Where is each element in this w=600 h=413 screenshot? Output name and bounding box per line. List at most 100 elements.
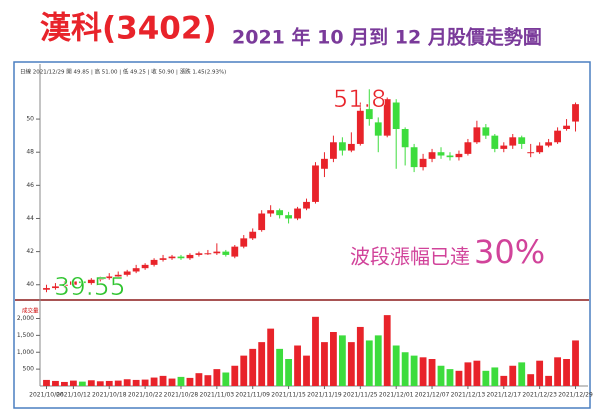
volume-bar [383, 315, 391, 386]
x-tick-label: 2021/11/03 [200, 392, 235, 399]
candle-body [554, 130, 561, 143]
x-tick-label: 2021/12/23 [522, 392, 557, 399]
volume-bar [401, 352, 409, 386]
volume-bar [105, 380, 113, 386]
x-tick-label: 2021/11/19 [307, 392, 342, 399]
candle-body [518, 137, 526, 144]
volume-bar [554, 357, 561, 386]
x-tick-label: 2021/12/01 [379, 392, 414, 399]
volume-bar [330, 332, 337, 386]
y-tick-label: 42 [26, 248, 34, 255]
volume-bar [536, 360, 544, 386]
volume-bar [231, 365, 239, 386]
volume-bar [195, 373, 203, 386]
y-tick-label: 500 [23, 366, 35, 373]
candle-body [330, 142, 337, 159]
volume-bar [114, 380, 122, 386]
candle-body [464, 142, 472, 154]
volume-bar [43, 379, 50, 386]
candle-body [213, 251, 221, 254]
volume-bar [365, 340, 373, 386]
candle-body [347, 143, 355, 151]
volume-bar [563, 359, 570, 386]
candle-body [69, 281, 77, 285]
candle-body [536, 145, 544, 153]
candle-body [473, 127, 481, 143]
volume-bar [78, 381, 86, 386]
volume-bar [96, 381, 104, 386]
candle-body [482, 127, 490, 136]
volume-bar [150, 377, 158, 386]
candle-body [105, 276, 113, 279]
volume-label: 成交量 [22, 307, 39, 315]
y-tick-label: 2,000 [17, 315, 34, 322]
candle-body [114, 274, 122, 277]
candle-body [177, 256, 185, 259]
candle-body [276, 210, 284, 216]
annotation: 39.55 [54, 272, 126, 301]
candle-body [374, 122, 382, 136]
x-tick-label: 2021/10/22 [128, 392, 163, 399]
candle-body [410, 147, 418, 168]
volume-bar [123, 379, 131, 386]
x-tick-label: 2021/12/07 [415, 392, 450, 399]
x-tick-label: 2021/11/15 [271, 392, 306, 399]
candle-body [572, 104, 579, 122]
candle-body [356, 110, 364, 144]
candle-body [285, 215, 292, 219]
volume-bar [338, 335, 346, 386]
volume-bar [509, 365, 517, 386]
candle-body [419, 158, 427, 168]
x-tick-label: 2021/11/09 [235, 392, 270, 399]
volume-bar [437, 365, 445, 386]
volume-bar [347, 342, 355, 386]
volume-bar [527, 374, 535, 386]
volume-bar [294, 345, 301, 386]
candle-body [338, 142, 346, 151]
candle-body [132, 268, 140, 272]
volume-bar [419, 357, 427, 386]
volume-bar [204, 375, 212, 386]
candle-body [240, 238, 248, 247]
candle-body [383, 99, 391, 136]
candle-body [222, 251, 230, 255]
candle-body [204, 253, 212, 255]
volume-bar [159, 375, 167, 386]
volume-bar [132, 379, 140, 386]
volume-bar [545, 375, 553, 386]
volume-bar [500, 375, 508, 386]
volume-bar [392, 345, 400, 386]
volume-bar [276, 348, 284, 386]
volume-bar [321, 342, 328, 386]
y-tick-label: 50 [26, 116, 34, 123]
y-tick-label: 46 [26, 182, 34, 189]
volume-bar [356, 326, 364, 386]
volume-bar [473, 360, 481, 386]
candle-body [78, 281, 86, 284]
candle-body [500, 145, 508, 149]
volume-bar [428, 359, 436, 386]
candle-body [527, 152, 535, 154]
volume-bar [518, 362, 526, 386]
candle-body [141, 264, 149, 269]
candle-body [294, 208, 301, 219]
candle-body [491, 135, 499, 149]
candle-body [168, 256, 176, 259]
x-tick-label: 2021/10/28 [164, 392, 199, 399]
y-tick-label: 48 [26, 149, 34, 156]
candle-body [96, 278, 104, 280]
chart-subtitle: 2021 年 10 月到 12 月股價走勢圖 [232, 26, 542, 49]
candle-body [52, 286, 59, 289]
candle-body [321, 158, 328, 169]
x-tick-label: 2021/11/25 [343, 392, 378, 399]
candle-body [186, 254, 194, 259]
candle-body [43, 288, 50, 290]
volume-bar [52, 380, 59, 386]
volume-bar [374, 335, 382, 386]
annotation: 30% [474, 233, 545, 271]
volume-bar [303, 355, 310, 386]
candle-body [545, 142, 553, 146]
candle-body [392, 102, 400, 130]
candle-body [446, 155, 454, 158]
volume-bar [572, 340, 579, 386]
